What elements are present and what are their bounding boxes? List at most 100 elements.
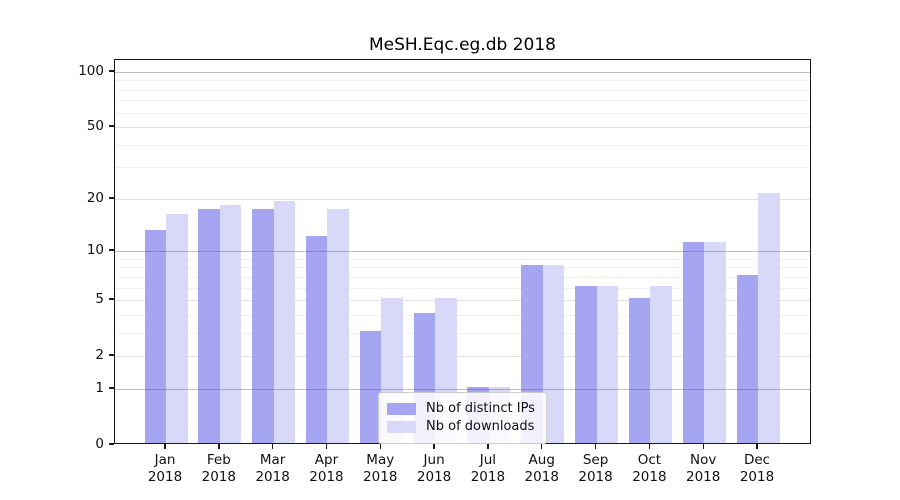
y-axis-tick bbox=[109, 387, 114, 389]
x-label-month: Jan bbox=[154, 452, 176, 468]
gridline-minor bbox=[115, 258, 810, 260]
gridline bbox=[115, 356, 810, 358]
legend-label-distinct-ips: Nb of distinct IPs bbox=[426, 401, 535, 416]
bar-distinct-ips bbox=[252, 209, 274, 443]
y-axis-tick bbox=[109, 125, 114, 127]
x-axis-tick bbox=[379, 444, 381, 449]
x-axis-tick bbox=[702, 444, 704, 449]
x-label-year: 2018 bbox=[147, 469, 183, 485]
bar-distinct-ips bbox=[575, 285, 597, 443]
x-axis-tick-label: Feb 2018 bbox=[191, 452, 247, 486]
x-label-year: 2018 bbox=[470, 469, 506, 485]
x-label-year: 2018 bbox=[201, 469, 236, 485]
y-axis-tick bbox=[109, 70, 114, 72]
gridline bbox=[115, 198, 810, 200]
bar-downloads bbox=[758, 193, 780, 443]
y-axis-tick-label: 20 bbox=[86, 189, 104, 206]
bar-downloads bbox=[596, 285, 619, 443]
x-axis-tick bbox=[271, 444, 274, 449]
x-label-year: 2018 bbox=[363, 469, 398, 485]
x-label-month: Jun bbox=[423, 452, 445, 468]
plot-area bbox=[114, 59, 811, 444]
y-axis-tick bbox=[109, 443, 114, 445]
x-axis-tick bbox=[487, 444, 489, 449]
gridline bbox=[115, 300, 810, 302]
legend-label-downloads: Nb of downloads bbox=[426, 419, 535, 434]
x-label-month: Aug bbox=[528, 452, 555, 468]
x-axis-tick-label: Sep 2018 bbox=[568, 452, 624, 486]
x-label-year: 2018 bbox=[578, 469, 613, 485]
legend-swatch-downloads bbox=[387, 420, 416, 433]
gridline-minor bbox=[115, 112, 810, 114]
bar-downloads bbox=[166, 213, 188, 443]
x-label-month: Dec bbox=[743, 452, 771, 468]
x-label-year: 2018 bbox=[524, 469, 559, 485]
y-axis-tick bbox=[109, 249, 114, 251]
bar-downloads bbox=[273, 200, 296, 443]
gridline bbox=[115, 127, 810, 129]
gridline-minor bbox=[115, 287, 810, 289]
chart-title: MeSH.Eqc.eg.db 2018 bbox=[369, 35, 556, 55]
x-label-year: 2018 bbox=[632, 469, 667, 485]
x-axis-tick bbox=[218, 444, 220, 449]
y-axis-tick-label: 5 bbox=[95, 291, 104, 308]
y-axis-tick-label: 0 bbox=[95, 436, 104, 452]
x-axis-tick bbox=[756, 444, 758, 449]
bar-distinct-ips bbox=[359, 330, 382, 443]
legend-entry-downloads: Nb of downloads bbox=[387, 419, 535, 434]
bar-downloads bbox=[327, 209, 349, 443]
x-axis-tick-label: Oct 2018 bbox=[621, 452, 677, 486]
x-axis-tick-label: Nov 2018 bbox=[675, 452, 731, 486]
bar-downloads bbox=[650, 285, 672, 443]
gridline-minor bbox=[115, 89, 810, 91]
legend: Nb of distinct IPs Nb of downloads bbox=[378, 392, 547, 444]
x-axis-tick-label: Mar 2018 bbox=[245, 452, 301, 486]
x-label-month: Apr bbox=[314, 452, 339, 468]
x-axis-tick bbox=[325, 444, 328, 449]
legend-swatch-distinct-ips bbox=[387, 402, 416, 415]
y-axis-tick-label: 50 bbox=[86, 118, 104, 135]
x-label-month: Nov bbox=[690, 452, 717, 468]
x-axis-tick-label: Jul 2018 bbox=[460, 452, 516, 486]
x-axis-tick-label: Apr 2018 bbox=[298, 452, 354, 486]
x-axis-tick-label: Dec 2018 bbox=[729, 452, 785, 486]
gridline-major bbox=[115, 388, 810, 390]
x-label-month: May bbox=[366, 452, 395, 468]
x-label-year: 2018 bbox=[686, 469, 721, 485]
bar-distinct-ips bbox=[144, 229, 166, 443]
x-label-month: Jul bbox=[479, 452, 497, 468]
bar-downloads bbox=[219, 204, 242, 443]
x-label-year: 2018 bbox=[255, 469, 290, 485]
x-axis-tick-label: May 2018 bbox=[352, 452, 408, 486]
bar-distinct-ips bbox=[736, 274, 759, 443]
bar-distinct-ips bbox=[682, 242, 705, 443]
bar-distinct-ips bbox=[198, 209, 220, 443]
y-axis-tick bbox=[109, 298, 114, 300]
gridline-minor bbox=[115, 332, 810, 334]
gridline-minor bbox=[115, 167, 810, 169]
x-label-year: 2018 bbox=[309, 469, 344, 485]
y-axis-tick bbox=[109, 354, 114, 356]
gridline-minor bbox=[115, 276, 810, 278]
x-label-year: 2018 bbox=[416, 469, 452, 485]
x-label-month: Sep bbox=[582, 452, 609, 468]
y-axis-tick-label: 100 bbox=[78, 62, 104, 79]
gridline-minor bbox=[115, 100, 810, 102]
legend-entry-distinct-ips: Nb of distinct IPs bbox=[387, 401, 535, 416]
x-axis-tick bbox=[164, 444, 166, 449]
bar-downloads bbox=[704, 242, 726, 443]
bar-downloads bbox=[542, 265, 565, 443]
x-axis-tick-label: Aug 2018 bbox=[514, 452, 570, 486]
y-axis-tick-label: 2 bbox=[95, 347, 104, 364]
y-axis-tick-label: 1 bbox=[95, 379, 104, 396]
y-axis-tick-label: 10 bbox=[86, 242, 104, 259]
gridline-major bbox=[115, 71, 810, 73]
x-axis-tick bbox=[594, 444, 597, 449]
x-axis-tick-label: Jan 2018 bbox=[137, 452, 193, 486]
x-label-month: Oct bbox=[637, 452, 662, 468]
gridline-minor bbox=[115, 267, 810, 269]
x-axis-tick-label: Jun 2018 bbox=[406, 452, 462, 486]
x-axis-tick bbox=[433, 444, 435, 449]
y-axis-tick bbox=[109, 197, 114, 199]
